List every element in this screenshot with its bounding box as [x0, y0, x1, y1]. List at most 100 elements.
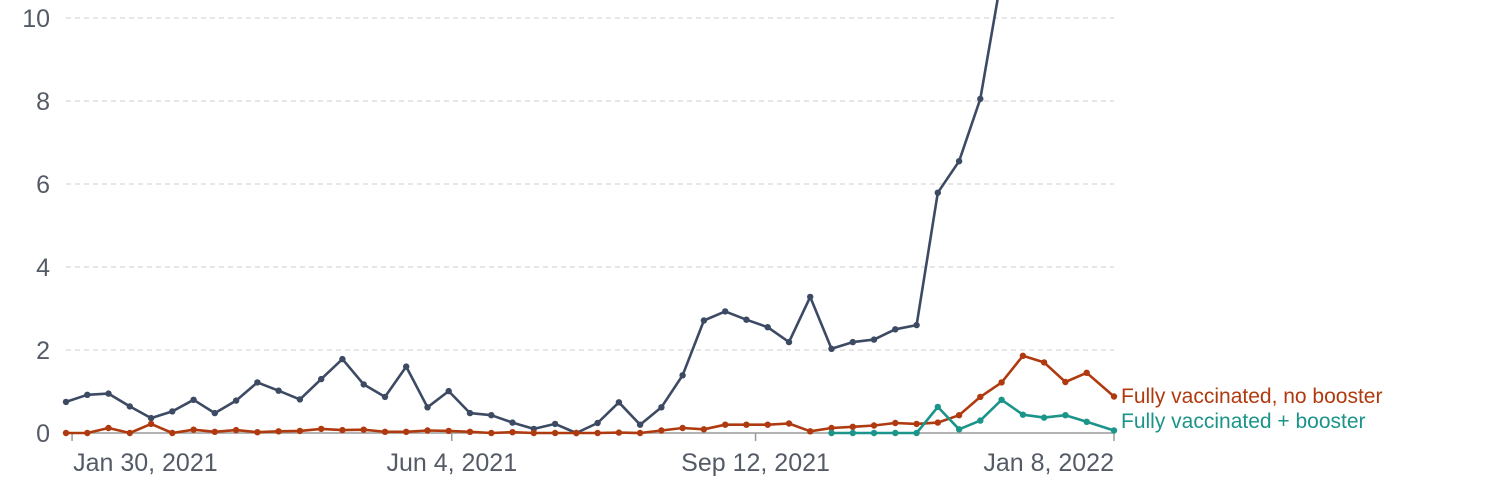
series-line-0 [65, 0, 999, 435]
data-point [743, 316, 750, 323]
data-point [147, 414, 155, 422]
x-axis-ticks: Jan 30, 2021 Jun 4, 2021 Sep 12, 2021 Jan 8… [71, 433, 1115, 477]
gridlines [66, 17, 1114, 351]
y-tick-label: 4 [36, 254, 50, 282]
data-point [147, 420, 155, 428]
x-tick-label: Jan 8, 2022 [983, 449, 1114, 477]
y-tick-label: 0 [36, 420, 50, 448]
data-point [955, 412, 963, 419]
data-point [169, 408, 176, 415]
data-point [849, 338, 856, 346]
data-point [615, 429, 623, 436]
data-point [1083, 369, 1090, 376]
data-point [870, 429, 878, 437]
data-point [679, 424, 686, 432]
data-point [828, 424, 835, 432]
data-point [211, 409, 218, 417]
data-point [275, 428, 282, 435]
data-point [807, 428, 814, 435]
data-point [445, 427, 452, 435]
data-point [403, 363, 410, 370]
y-tick-label: 6 [36, 171, 50, 199]
data-point [318, 375, 325, 383]
data-point [785, 338, 793, 346]
data-point [339, 426, 346, 434]
data-point [381, 428, 389, 435]
data-point [296, 396, 304, 403]
data-point [211, 428, 218, 435]
data-point [636, 429, 644, 437]
series-line-1 [66, 354, 1115, 435]
data-point [1083, 418, 1090, 425]
data-point [424, 427, 431, 434]
data-point [1019, 352, 1027, 359]
data-point [105, 390, 112, 397]
data-point [126, 429, 133, 437]
data-point [870, 336, 878, 343]
data-point [679, 372, 686, 379]
x-tick-label: Jun 4, 2021 [386, 449, 517, 477]
data-point [658, 404, 665, 411]
data-point [828, 345, 835, 352]
data-point [509, 419, 516, 426]
data-point [573, 429, 580, 437]
data-point [913, 321, 920, 329]
data-point [870, 422, 878, 429]
data-point [722, 421, 729, 428]
data-point [381, 393, 389, 401]
data-point [551, 429, 559, 437]
y-tick-label: 10 [22, 5, 50, 33]
data-point [232, 426, 240, 434]
data-point [764, 324, 771, 331]
data-point [955, 426, 963, 433]
data-point [892, 419, 899, 427]
data-point [105, 424, 112, 432]
data-point [318, 425, 325, 433]
data-point [700, 317, 708, 324]
data-point [403, 428, 410, 435]
data-point [892, 326, 899, 333]
data-point [62, 398, 70, 406]
data-point [977, 95, 984, 103]
data-point [913, 429, 920, 437]
data-point [190, 426, 197, 433]
data-point [892, 429, 899, 437]
data-point [360, 426, 367, 433]
data-point [636, 421, 644, 428]
data-point [126, 403, 133, 410]
series-label-1: Fully vaccinated, no booster [1121, 385, 1382, 408]
series-group [62, 0, 1118, 437]
data-point [1040, 414, 1048, 421]
data-point [658, 427, 665, 434]
data-point [296, 427, 304, 435]
data-point [169, 429, 176, 437]
data-point [84, 429, 91, 437]
data-point [424, 404, 431, 411]
series-label-2: Fully vaccinated + booster [1121, 410, 1366, 433]
data-point [594, 429, 601, 437]
data-point [84, 391, 91, 398]
y-tick-label: 8 [36, 88, 50, 116]
data-point [488, 429, 495, 437]
data-point [700, 426, 708, 433]
data-point [232, 397, 240, 404]
data-point [551, 420, 559, 428]
data-point [339, 355, 346, 363]
x-tick-label: Jan 30, 2021 [73, 449, 218, 477]
y-axis-ticks: 0 2 4 6 8 10 [22, 5, 50, 448]
data-point [254, 429, 261, 436]
data-point [977, 417, 984, 424]
series-line-2 [831, 398, 1115, 435]
data-point [254, 379, 261, 386]
data-point [849, 423, 856, 430]
data-point [1040, 359, 1048, 366]
data-point [615, 399, 623, 406]
x-tick-label: Sep 12, 2021 [681, 449, 830, 477]
data-point [998, 379, 1005, 386]
data-point [785, 420, 793, 427]
data-point [360, 381, 367, 388]
data-point [594, 419, 601, 427]
data-point [190, 396, 197, 403]
data-point [1019, 411, 1027, 418]
